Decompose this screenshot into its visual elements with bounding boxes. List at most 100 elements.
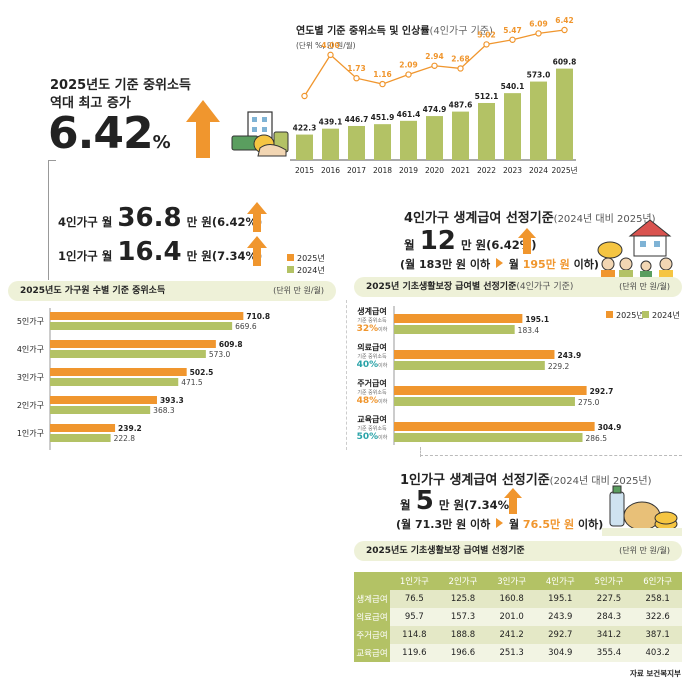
- legend-label-2024: 2024년: [297, 266, 325, 275]
- table-head-cell: 2인가구: [438, 572, 488, 590]
- one-benefit-line1: 월 5 만 원(7.34%): [400, 486, 514, 516]
- one-benefit-title: 1인가구 생계급여 선정기준(2024년 대비 2025년): [400, 469, 652, 488]
- household-bar-2025: [50, 396, 157, 404]
- trend-rate-label: 5.47: [503, 26, 522, 35]
- trend-rate-point: [327, 51, 334, 59]
- trend-bar-label: 446.7: [345, 115, 369, 124]
- increase-four: 4인가구 월 36.8 만 원(6.42%): [58, 203, 262, 233]
- benefit-bar-2025: [394, 422, 595, 431]
- table-row-header: 의료급여: [354, 608, 390, 626]
- benefit-separator: [420, 455, 682, 456]
- household-header: 2025년도 가구원 수별 기준 중위소득 (단위 만 원/월): [8, 281, 336, 301]
- trend-bar: [504, 93, 521, 160]
- table-row: 의료급여 95.7 157.3 201.0 243.9 284.3 322.6: [354, 608, 682, 626]
- trend-bar: [478, 102, 495, 160]
- table-cell: 341.2: [584, 626, 634, 644]
- table-cell: 241.2: [487, 626, 536, 644]
- four-benefit-title: 4인가구 생계급여 선정기준(2024년 대비 2025년): [404, 207, 656, 226]
- benefit-unit: (단위 만 원/월): [619, 282, 670, 291]
- trend-bar: [556, 68, 573, 160]
- trend-x-tick: 2021: [451, 166, 470, 175]
- table-row-header: 생계급여: [354, 590, 390, 608]
- trend-x-tick: 2018: [373, 166, 392, 175]
- headline-rate: 6.42%: [48, 108, 171, 159]
- trend-rate-point: [561, 26, 568, 34]
- trend-x-tick: 2022: [477, 166, 496, 175]
- benefit-pct-3: 50%이하: [354, 432, 390, 442]
- household-legend-2025: 2025년: [287, 253, 325, 264]
- trend-x-tick: 2023: [503, 166, 522, 175]
- legend-swatch-2025: [287, 254, 294, 261]
- household-bar-2024: [50, 322, 233, 330]
- benefit-label-2024: 229.2: [548, 362, 570, 371]
- benefit-bar-2024: [394, 433, 583, 442]
- benefit-name-2: 주거급여: [357, 379, 387, 388]
- headline-rate-value: 6.42: [48, 108, 154, 159]
- table-cell: 292.7: [535, 626, 585, 644]
- headline-rate-unit: %: [152, 132, 171, 153]
- household-title: 2025년도 가구원 수별 기준 중위소득: [20, 286, 166, 296]
- household-label-2025: 710.8: [246, 312, 270, 321]
- benefit-legend-2024: 2024년: [642, 310, 680, 321]
- household-category-label: 1인가구: [17, 428, 44, 438]
- household-category-label: 3인가구: [17, 372, 44, 382]
- household-bar-2024: [50, 350, 206, 358]
- benefit-label-1: 의료급여 기준 중위소득 40%이하: [354, 342, 390, 370]
- trend-rate-point: [509, 36, 516, 43]
- trend-bar-label: 540.1: [501, 82, 525, 91]
- legend-label-2025: 2025년: [297, 254, 325, 263]
- household-label-2025: 609.8: [219, 340, 243, 349]
- connector-line-h: [48, 160, 56, 161]
- trend-unit: (단위 %, 만 원/월): [296, 41, 356, 50]
- benefit-legend-label-2024: 2024년: [652, 311, 680, 320]
- benefit-bar-2024: [394, 361, 545, 370]
- trend-x-tick: 2020: [425, 166, 444, 175]
- trend-bar: [322, 128, 339, 160]
- four-benefit-line2: (월 183만 원 이하 월 195만 원 이하): [400, 256, 599, 272]
- benefit-legend-label-2025: 2025년: [616, 311, 644, 320]
- headline-line1: 2025년도 기준 중위소득: [50, 78, 191, 93]
- four-benefit-line1: 월 12 만 원(6.42%): [404, 226, 537, 256]
- benefit-label-2: 주거급여 기준 중위소득 48%이하: [354, 378, 390, 406]
- trend-rate-point: [405, 71, 412, 78]
- benefit-title-note: (4인가구 기준): [516, 282, 574, 292]
- benefit-label-2024: 183.4: [518, 326, 540, 335]
- household-label-2024: 368.3: [153, 406, 175, 415]
- trend-rate-label: 1.73: [347, 64, 366, 73]
- table-cell: 387.1: [633, 626, 682, 644]
- table-cell: 201.0: [487, 608, 536, 626]
- increase-one-up-arrow-icon: [247, 236, 267, 266]
- increase-four-up-arrow-icon: [247, 202, 267, 232]
- house-money-illustration-icon: [231, 111, 289, 157]
- increase-one-value: 16.4: [117, 237, 182, 267]
- benefit-table: 1인가구 2인가구 3인가구 4인가구 5인가구 6인가구 생계급여 76.5 …: [354, 572, 682, 662]
- table-cell: 195.1: [535, 590, 585, 608]
- table-row-header: 교육급여: [354, 644, 390, 662]
- table-cell: 188.8: [438, 626, 488, 644]
- benefit-below-3: 이하: [378, 435, 388, 441]
- increase-one-prefix: 1인가구 월: [58, 249, 113, 263]
- benefit-label-3: 교육급여 기준 중위소득 50%이하: [354, 414, 390, 442]
- table-cell: 157.3: [438, 608, 488, 626]
- four-benefit-suffix: 만 원(6.42%): [460, 238, 537, 252]
- increase-four-value: 36.8: [117, 203, 182, 233]
- legend-swatch-2024: [287, 266, 294, 273]
- benefit-separator-v: [420, 447, 421, 457]
- one-benefit-up-arrow-icon: [504, 488, 522, 514]
- benefit-name-1: 의료급여: [357, 343, 387, 352]
- trend-bar-label: 451.9: [371, 113, 395, 122]
- table-cell: 251.3: [487, 644, 536, 662]
- trend-bar-label: 422.3: [293, 124, 317, 133]
- trend-rate-label: 6.42: [555, 16, 574, 25]
- four-benefit-to-prefix: 월: [508, 258, 519, 271]
- benefit-label-2025: 195.1: [525, 315, 549, 324]
- trend-rate-label: 2.09: [399, 61, 418, 70]
- one-benefit-from: (월 71.3만 원 이하: [396, 518, 491, 531]
- trend-bar: [452, 111, 469, 160]
- trend-x-tick: 2015: [295, 166, 314, 175]
- table-row-header: 주거급여: [354, 626, 390, 644]
- trend-bar: [426, 116, 443, 160]
- table-head-row: 1인가구 2인가구 3인가구 4인가구 5인가구 6인가구: [354, 572, 682, 590]
- benefit-sub-2: 기준 중위소득: [357, 390, 387, 396]
- four-benefit-to-value: 195만 원: [522, 258, 570, 271]
